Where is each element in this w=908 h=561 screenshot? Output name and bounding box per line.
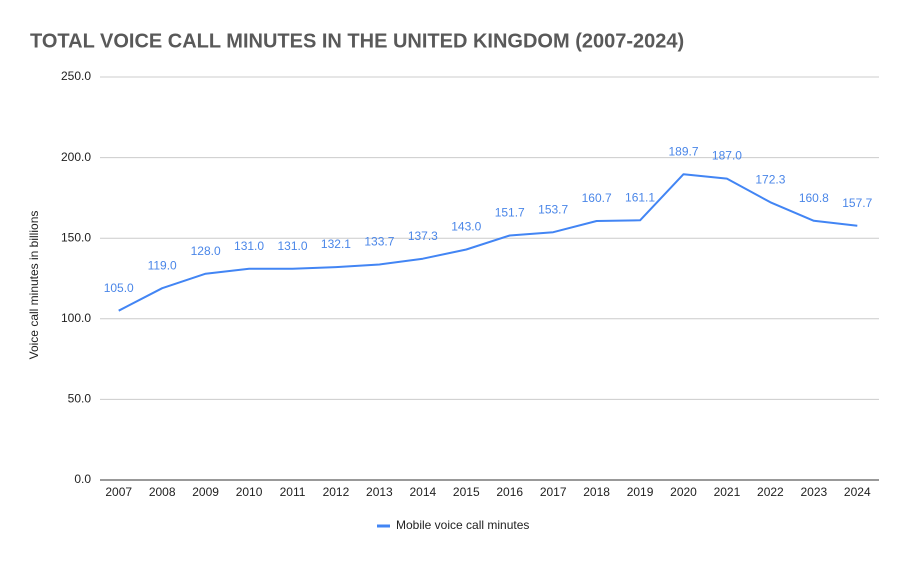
x-tick-label: 2009 xyxy=(192,485,219,499)
y-tick-label: 200.0 xyxy=(61,150,91,164)
data-label: 131.0 xyxy=(234,239,264,253)
y-axis-label: Voice call minutes in billions xyxy=(27,211,41,360)
y-tick-label: 100.0 xyxy=(61,311,91,325)
x-tick-label: 2013 xyxy=(366,485,393,499)
data-label: 189.7 xyxy=(668,144,698,158)
x-tick-label: 2020 xyxy=(670,485,697,499)
data-label: 172.3 xyxy=(755,172,785,186)
data-label: 137.3 xyxy=(408,229,438,243)
x-tick-label: 2022 xyxy=(757,485,784,499)
data-label: 119.0 xyxy=(148,258,177,272)
data-label: 187.0 xyxy=(712,149,742,163)
x-tick-label: 2019 xyxy=(627,485,654,499)
x-tick-label: 2021 xyxy=(714,485,741,499)
data-label: 161.1 xyxy=(625,190,655,204)
data-label: 133.7 xyxy=(364,235,394,249)
data-label: 131.0 xyxy=(277,239,307,253)
data-label: 143.0 xyxy=(451,220,481,234)
data-label: 157.7 xyxy=(842,196,872,210)
x-tick-label: 2023 xyxy=(800,485,827,499)
y-tick-label: 250.0 xyxy=(61,69,91,83)
x-tick-label: 2018 xyxy=(583,485,610,499)
x-tick-label: 2024 xyxy=(844,485,871,499)
data-label: 105.0 xyxy=(104,281,134,295)
x-tick-label: 2008 xyxy=(149,485,176,499)
data-line xyxy=(118,173,858,312)
data-label: 160.7 xyxy=(582,191,612,205)
legend-label: Mobile voice call minutes xyxy=(396,518,529,532)
data-label: 153.7 xyxy=(538,202,568,216)
x-tick-label: 2007 xyxy=(105,485,132,499)
x-tick-label: 2014 xyxy=(409,485,436,499)
y-tick-label: 0.0 xyxy=(74,472,91,486)
chart-title: TOTAL VOICE CALL MINUTES IN THE UNITED K… xyxy=(30,30,684,52)
data-label: 128.0 xyxy=(191,244,221,258)
x-tick-label: 2012 xyxy=(323,485,350,499)
x-tick-label: 2015 xyxy=(453,485,480,499)
x-tick-label: 2010 xyxy=(236,485,263,499)
data-label: 151.7 xyxy=(495,206,525,220)
y-tick-label: 150.0 xyxy=(61,230,91,244)
data-label: 160.8 xyxy=(799,191,829,205)
data-label: 132.1 xyxy=(321,237,351,251)
y-tick-label: 50.0 xyxy=(68,392,92,406)
x-tick-label: 2017 xyxy=(540,485,567,499)
x-tick-label: 2011 xyxy=(280,485,306,499)
x-tick-label: 2016 xyxy=(496,485,523,499)
